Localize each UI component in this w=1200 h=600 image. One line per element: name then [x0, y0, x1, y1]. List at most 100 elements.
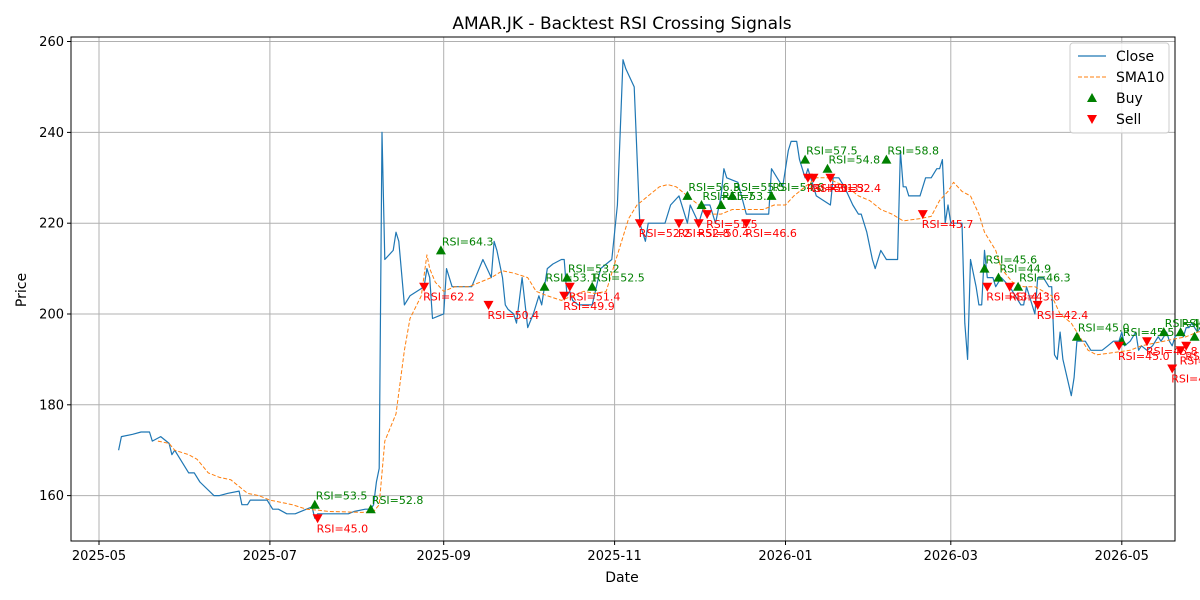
sell-signal-marker — [1175, 346, 1186, 356]
chart-title: AMAR.JK - Backtest RSI Crossing Signals — [452, 14, 791, 34]
buy-signal-marker — [1158, 327, 1169, 337]
legend-sma-label: SMA10 — [1116, 70, 1164, 86]
buy-rsi-label: RSI=54.8 — [829, 154, 881, 167]
buy-rsi-label: RSI=52.8 — [372, 494, 424, 507]
y-tick-label: 220 — [39, 217, 64, 232]
sell-rsi-label: RSI=52.4 — [829, 182, 881, 195]
buy-signal-marker — [696, 200, 707, 209]
sell-signal-marker — [419, 282, 430, 292]
sell-signal-marker — [1167, 364, 1178, 374]
x-tick-label: 2026-05 — [1095, 549, 1149, 564]
sma10-line — [157, 177, 1200, 513]
buy-signal-marker — [716, 200, 727, 209]
series-lines — [118, 59, 1200, 519]
buy-signal-marker — [979, 263, 990, 273]
legend-buy-marker — [1087, 93, 1097, 102]
buy-signal-marker — [1071, 331, 1082, 341]
sell-rsi-label: RSI=45.0 — [317, 522, 369, 535]
buy-signal-marker — [539, 281, 550, 291]
buy-signal-marker — [1175, 327, 1186, 337]
buy-signal-marker — [766, 190, 777, 200]
legend-close-label: Close — [1116, 49, 1154, 65]
sell-rsi-label: RSI=49.9 — [563, 300, 615, 313]
buy-rsi-label: RSI=53.2 — [568, 263, 620, 276]
buy-signal-marker — [1013, 281, 1024, 291]
buy-signal-marker — [365, 504, 376, 514]
sell-signal-marker — [741, 219, 752, 229]
buy-rsi-label: RSI=49.2 — [1196, 322, 1200, 335]
x-tick-label: 2025-05 — [72, 549, 126, 564]
x-tick-label: 2025-09 — [417, 549, 471, 564]
sell-rsi-label: RSI=45.0 — [1118, 350, 1170, 363]
sell-rsi-label: RSI=40.8 — [1171, 373, 1200, 386]
y-tick-label: 260 — [39, 35, 64, 50]
buy-signal-marker — [309, 499, 320, 509]
grid-lines — [71, 37, 1175, 541]
sell-signal-marker — [634, 219, 645, 229]
buy-rsi-label: RSI=55.7 — [703, 190, 755, 203]
buy-signal-marker — [682, 190, 693, 200]
sell-signal-marker — [564, 282, 575, 292]
buy-rsi-label: RSI=53.5 — [316, 490, 368, 503]
sell-signal-marker — [1114, 341, 1124, 351]
buy-rsi-label: RSI=56.3 — [688, 181, 740, 194]
buy-rsi-label: RSI=58.8 — [887, 145, 939, 158]
sell-rsi-label: RSI=52.8 — [678, 227, 730, 240]
sell-rsi-label: RSI=51.4 — [569, 291, 621, 304]
buy-rsi-label: RSI=46.9 — [1165, 317, 1200, 330]
sell-signal-marker — [1004, 282, 1015, 292]
x-axis-ticks: 2025-05 2025-07 2025-09 2025-11 2026-01 2026-… — [72, 541, 1149, 564]
sell-rsi-label: RSI=45.8 — [1146, 345, 1198, 358]
legend-box — [1069, 42, 1170, 134]
buy-rsi-label: RSI=49.0 — [1182, 317, 1200, 330]
sell-signal-marker — [982, 282, 993, 292]
buy-signal-marker — [727, 190, 738, 200]
sell-rsi-label: RSI=43.4 — [986, 291, 1038, 304]
buy-rsi-label: RSI=46.3 — [1019, 272, 1071, 285]
sell-rsi-label: RSI=50.3 — [807, 182, 859, 195]
sell-signal-marker — [1032, 300, 1043, 310]
y-tick-label: 240 — [39, 126, 64, 141]
legend-sell-marker — [1087, 115, 1097, 124]
sell-rsi-label: RSI=62.2 — [423, 291, 475, 304]
x-tick-label: 2025-11 — [587, 549, 641, 564]
sell-signal-marker — [674, 219, 684, 229]
sell-rsi-label: RSI=45.7 — [922, 218, 974, 231]
y-tick-label: 180 — [39, 398, 64, 413]
buy-rsi-label: RSI=52.5 — [593, 272, 645, 285]
buy-signal-marker — [822, 163, 833, 173]
buy-rsi-label: RSI=54.6 — [773, 181, 825, 194]
buy-signal-marker — [562, 272, 572, 282]
buy-rsi-label: RSI=44.9 — [1000, 263, 1052, 276]
sell-signal-marker — [559, 291, 570, 301]
sell-rsi-label: RSI=50.4 — [698, 227, 750, 240]
y-tick-label: 200 — [39, 308, 64, 323]
y-axis-ticks: 160 180 200 220 240 260 — [39, 35, 71, 504]
sell-rsi-label: RSI=42.4 — [1037, 309, 1089, 322]
buy-rsi-label: RSI=57.5 — [806, 145, 858, 158]
sell-rsi-label: RSI=43.6 — [1009, 291, 1061, 304]
buy-rsi-label: RSI=45.6 — [986, 254, 1038, 267]
legend-buy-label: Buy — [1116, 91, 1143, 107]
sell-signal-marker — [312, 514, 323, 524]
buy-signal-marker — [435, 245, 446, 255]
sell-rsi-label: RSI=46.6 — [745, 227, 797, 240]
x-tick-label: 2025-07 — [243, 549, 297, 564]
buy-rsi-label: RSI=64.3 — [442, 235, 494, 248]
buy-signal-marker — [881, 154, 892, 164]
signal-markers: RSI=53.5 RSI=52.8 RSI=64.3 RSI=53.1RSI=53.2… — [309, 145, 1200, 535]
sell-rsi-label: RSI=52.2 — [639, 227, 691, 240]
y-tick-label: 160 — [39, 489, 64, 504]
sell-rsi-label: RSI=47.3 — [1185, 350, 1200, 363]
legend-sell-label: Sell — [1116, 112, 1141, 128]
sell-signal-marker — [917, 210, 928, 220]
x-tick-label: 2026-01 — [758, 549, 812, 564]
sell-rsi-label: RSI=50.4 — [488, 309, 540, 322]
buy-signal-marker — [587, 281, 598, 291]
buy-signal-marker — [800, 154, 811, 164]
plot-area-frame — [70, 36, 1176, 542]
x-tick-label: 2026-03 — [924, 549, 978, 564]
sell-signal-marker — [1142, 337, 1152, 347]
buy-signal-marker — [1189, 331, 1200, 341]
